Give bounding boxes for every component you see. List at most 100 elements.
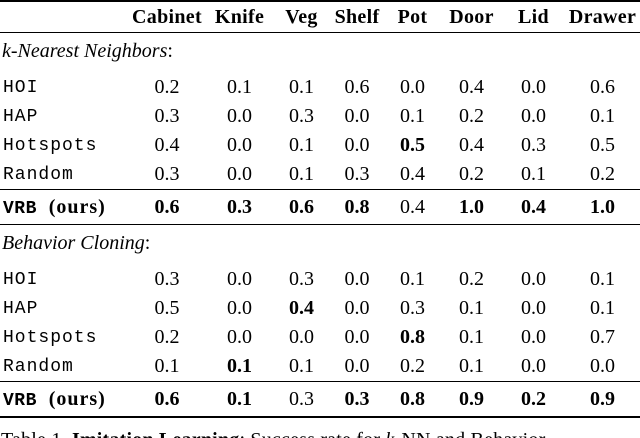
col-header-cabinet: Cabinet [132, 5, 202, 28]
section-heading-text: k-Nearest Neighbors [2, 39, 168, 62]
header-row: Cabinet Knife Veg Shelf Pot Door Lid Dra… [0, 1, 640, 33]
cell-value: 0.4 [154, 134, 180, 156]
cell-value: 0.3 [344, 163, 370, 185]
cell-value: 0.0 [289, 326, 314, 348]
vrb-label: VRB [3, 390, 37, 411]
cell-value: 0.8 [400, 387, 425, 410]
cell-value: 0.3 [154, 163, 180, 185]
cell-value: 0.2 [459, 268, 484, 290]
cell-value: 0.0 [227, 163, 252, 185]
cell-value: 0.5 [154, 297, 180, 319]
table-row-bc-hap: HAP 0.5 0.0 0.4 0.0 0.3 0.1 0.0 0.1 [0, 294, 640, 323]
cell-value: 0.2 [154, 326, 180, 348]
cell-value: 0.1 [400, 105, 425, 127]
cell-value: 0.3 [289, 268, 314, 290]
cell-value: 0.1 [459, 326, 484, 348]
row-label: HAP [3, 298, 39, 319]
cell-value: 0.3 [154, 268, 180, 290]
cell-value: 0.1 [227, 355, 252, 377]
cell-value: 0.0 [521, 105, 546, 127]
cell-value: 0.0 [521, 297, 546, 319]
cell-value: 0.3 [400, 297, 425, 319]
cell-value: 0.2 [459, 105, 484, 127]
row-label: HOI [3, 77, 39, 98]
table-row-knn-random: Random 0.3 0.0 0.1 0.3 0.4 0.2 0.1 0.2 [0, 160, 640, 190]
table-caption: Table 1. Imitation Learning: Success rat… [0, 427, 640, 438]
cell-value: 0.4 [289, 297, 314, 319]
row-label: HAP [3, 106, 39, 127]
cell-value: 0.1 [154, 355, 180, 377]
section-heading-colon: : [167, 39, 173, 62]
cell-value: 0.3 [521, 134, 546, 156]
section-heading-row: Behavior Cloning: [0, 225, 640, 266]
table-row-bc-vrb: VRB (ours) 0.6 0.1 0.3 0.3 0.8 0.9 0.2 0… [0, 381, 640, 417]
row-label: Hotspots [3, 135, 98, 156]
caption-prefix: Table 1. [1, 429, 72, 438]
cell-value: 0.6 [289, 195, 314, 218]
cell-value: 0.0 [344, 326, 370, 348]
cell-value: 0.3 [289, 105, 314, 127]
cell-value: 0.9 [590, 387, 615, 410]
caption-k-italic: k [385, 429, 394, 438]
cell-value: 0.5 [590, 134, 615, 156]
col-header-veg: Veg [285, 5, 318, 28]
cell-value: 0.0 [227, 105, 252, 127]
corner-cell [0, 1, 128, 33]
cell-value: 0.0 [521, 268, 546, 290]
cell-value: 0.9 [459, 387, 484, 410]
vrb-label: VRB [3, 198, 37, 219]
table-row-bc-hotspots: Hotspots 0.2 0.0 0.0 0.0 0.8 0.1 0.0 0.7 [0, 323, 640, 352]
cell-value: 0.0 [590, 355, 615, 377]
cell-value: 0.4 [521, 195, 546, 218]
cell-value: 0.2 [590, 163, 615, 185]
cell-value: 0.6 [154, 387, 180, 410]
vrb-ours-label: (ours) [48, 387, 106, 410]
cell-value: 0.1 [289, 163, 314, 185]
cell-value: 0.3 [344, 387, 370, 410]
cell-value: 0.4 [400, 163, 425, 185]
cell-value: 0.1 [459, 297, 484, 319]
table-row-knn-vrb: VRB (ours) 0.6 0.3 0.6 0.8 0.4 1.0 0.4 1… [0, 189, 640, 225]
table-row-knn-hoi: HOI 0.2 0.1 0.1 0.6 0.0 0.4 0.0 0.6 [0, 73, 640, 102]
cell-value: 0.0 [344, 297, 370, 319]
caption-body: Success rate for [250, 429, 385, 438]
cell-value: 0.1 [590, 268, 615, 290]
table-row-knn-hap: HAP 0.3 0.0 0.3 0.0 0.1 0.2 0.0 0.1 [0, 102, 640, 131]
cell-value: 0.0 [227, 134, 252, 156]
cell-value: 1.0 [459, 195, 484, 218]
cell-value: 0.6 [344, 76, 370, 98]
cell-value: 0.0 [227, 268, 252, 290]
cell-value: 0.4 [459, 76, 484, 98]
cell-value: 0.1 [590, 297, 615, 319]
cell-value: 0.0 [344, 355, 370, 377]
section-heading-bc: Behavior Cloning: [0, 225, 640, 266]
cell-value: 0.1 [400, 268, 425, 290]
cell-value: 0.0 [227, 297, 252, 319]
cell-value: 0.1 [289, 76, 314, 98]
cell-value: 0.2 [400, 355, 425, 377]
row-label: Random [3, 164, 74, 185]
results-table: Cabinet Knife Veg Shelf Pot Door Lid Dra… [0, 0, 640, 418]
col-header-shelf: Shelf [334, 5, 380, 28]
section-heading-text: Behavior Cloning [2, 231, 145, 254]
caption-separator: : [239, 429, 250, 438]
cell-value: 0.1 [459, 355, 484, 377]
table-row-bc-random: Random 0.1 0.1 0.1 0.0 0.2 0.1 0.0 0.0 [0, 352, 640, 382]
cell-value: 0.1 [289, 355, 314, 377]
cell-value: 0.6 [154, 195, 180, 218]
section-heading-colon: : [144, 231, 151, 254]
cell-value: 0.3 [227, 195, 252, 218]
caption-body-end: -NN and Behavior [395, 429, 546, 438]
cell-value: 0.0 [521, 326, 546, 348]
cell-value: 0.0 [521, 355, 546, 377]
row-label: Hotspots [3, 327, 98, 348]
section-heading-knn: k-Nearest Neighbors: [0, 33, 640, 74]
cell-value: 0.2 [154, 76, 180, 98]
cell-value: 0.7 [590, 326, 615, 348]
col-header-drawer: Drawer [568, 5, 637, 28]
table-row-bc-hoi: HOI 0.3 0.0 0.3 0.0 0.1 0.2 0.0 0.1 [0, 265, 640, 294]
cell-value: 0.0 [344, 105, 370, 127]
cell-value: 0.4 [459, 134, 484, 156]
cell-value: 0.8 [344, 195, 370, 218]
